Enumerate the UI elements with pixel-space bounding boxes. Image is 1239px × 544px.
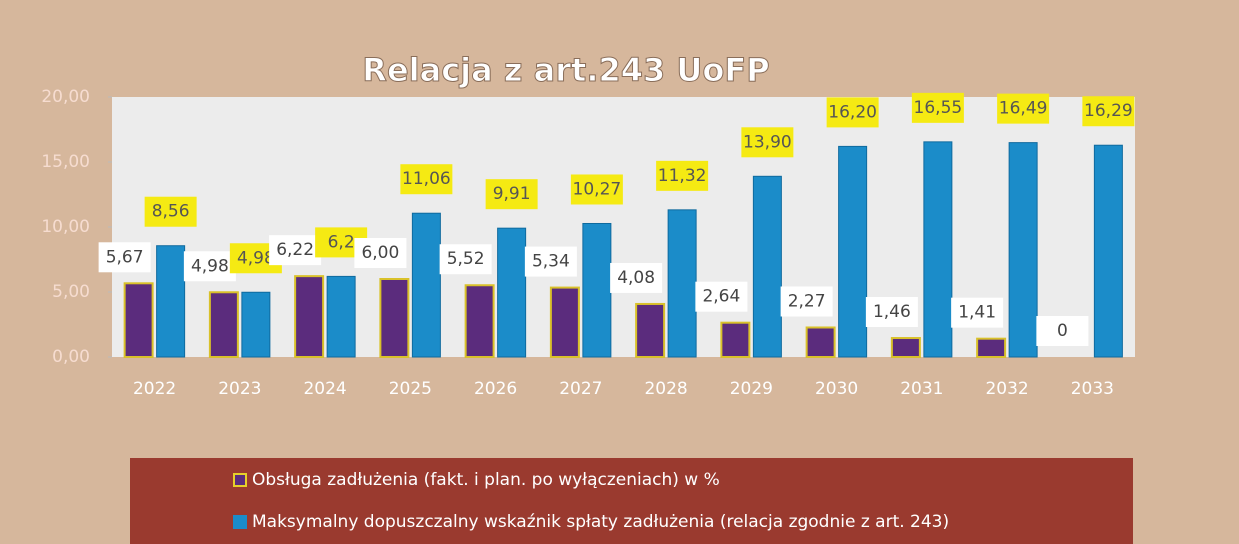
legend-marker <box>233 473 247 487</box>
y-tick-label: 20,00 <box>41 87 90 107</box>
legend-box <box>130 458 1133 544</box>
chart-title: Relacja z art.243 UoFP <box>362 51 769 89</box>
data-label-box <box>741 127 794 158</box>
data-label-box <box>524 246 577 277</box>
data-label: 5,34 <box>532 252 570 272</box>
y-tick-label: 10,00 <box>41 217 90 237</box>
data-label-box <box>865 297 918 328</box>
data-label-box <box>997 93 1050 124</box>
bar <box>1008 142 1038 358</box>
bar <box>549 286 580 358</box>
data-label: 16,20 <box>828 102 877 122</box>
bar <box>667 209 697 358</box>
data-label: 16,49 <box>999 99 1048 119</box>
bar <box>635 302 666 358</box>
x-tick-label: 2031 <box>900 379 943 399</box>
data-label: 1,41 <box>958 303 996 323</box>
y-tick-label: 0,00 <box>52 347 90 367</box>
bar <box>294 275 325 359</box>
data-label: 5,67 <box>106 247 144 267</box>
data-label: 6,2 <box>328 232 355 252</box>
data-label-box <box>144 196 197 227</box>
data-label-box <box>98 242 151 273</box>
bar <box>1093 144 1123 358</box>
bar <box>123 282 154 359</box>
data-label: 10,27 <box>573 179 622 199</box>
data-label: 1,46 <box>873 302 911 322</box>
data-label: 16,29 <box>1084 101 1133 121</box>
bar <box>805 326 836 358</box>
data-label: 2,64 <box>702 287 740 307</box>
data-label-box <box>911 92 964 123</box>
data-label: 2,27 <box>788 291 826 311</box>
bar <box>156 245 186 358</box>
data-label: 9,91 <box>493 184 531 204</box>
bar <box>208 291 239 359</box>
bar <box>379 278 410 358</box>
data-label-box <box>695 281 748 312</box>
data-label-box <box>826 97 879 128</box>
data-label: 11,06 <box>402 169 451 189</box>
data-label: 13,90 <box>743 132 792 152</box>
bar <box>497 227 527 358</box>
data-label: 16,55 <box>914 98 963 118</box>
data-label-box <box>1036 316 1089 346</box>
data-label-box <box>1082 96 1135 127</box>
data-label-box <box>780 286 833 317</box>
legend-marker <box>233 515 247 529</box>
x-tick-label: 2027 <box>559 379 602 399</box>
data-label: 6,22 <box>276 240 314 260</box>
data-label-box <box>951 297 1004 328</box>
x-tick-label: 2026 <box>474 379 517 399</box>
bar <box>752 175 782 358</box>
x-tick-label: 2028 <box>644 379 687 399</box>
x-tick-label: 2032 <box>985 379 1028 399</box>
legend-label: Maksymalny dopuszczalny wskaźnik spłaty … <box>252 512 949 532</box>
data-label: 4,98 <box>191 256 229 276</box>
data-label-box <box>269 235 322 266</box>
x-tick-label: 2022 <box>133 379 176 399</box>
bar <box>582 222 612 358</box>
data-label-box <box>439 244 492 275</box>
data-label: 4,08 <box>617 268 655 288</box>
data-label: 5,52 <box>447 249 485 269</box>
data-label-box <box>570 174 623 205</box>
bar <box>838 145 868 358</box>
y-tick-label: 15,00 <box>41 152 90 172</box>
data-label: 6,00 <box>361 243 399 263</box>
data-label-box <box>610 262 663 293</box>
bar <box>241 291 271 358</box>
bar <box>976 337 1007 359</box>
x-tick-label: 2024 <box>303 379 346 399</box>
x-tick-label: 2030 <box>815 379 858 399</box>
bar <box>720 321 751 358</box>
x-tick-label: 2025 <box>389 379 432 399</box>
x-tick-label: 2029 <box>730 379 773 399</box>
data-label: 0 <box>1057 321 1068 341</box>
bar <box>326 275 356 358</box>
legend-label: Obsługa zadłużenia (fakt. i plan. po wył… <box>252 470 720 490</box>
data-label-box <box>354 238 407 268</box>
x-tick-label: 2033 <box>1071 379 1114 399</box>
data-label: 4,98 <box>237 248 275 268</box>
data-label-box <box>485 179 538 210</box>
data-label: 11,32 <box>658 166 707 186</box>
y-tick-label: 5,00 <box>52 282 90 302</box>
data-label-box <box>183 251 236 282</box>
bar <box>890 337 921 358</box>
bar <box>411 212 441 358</box>
bar <box>464 284 495 358</box>
x-tick-label: 2023 <box>218 379 261 399</box>
bar <box>923 141 953 358</box>
data-label-box <box>656 160 709 191</box>
data-label-box <box>400 164 453 195</box>
data-label: 8,56 <box>152 202 190 222</box>
